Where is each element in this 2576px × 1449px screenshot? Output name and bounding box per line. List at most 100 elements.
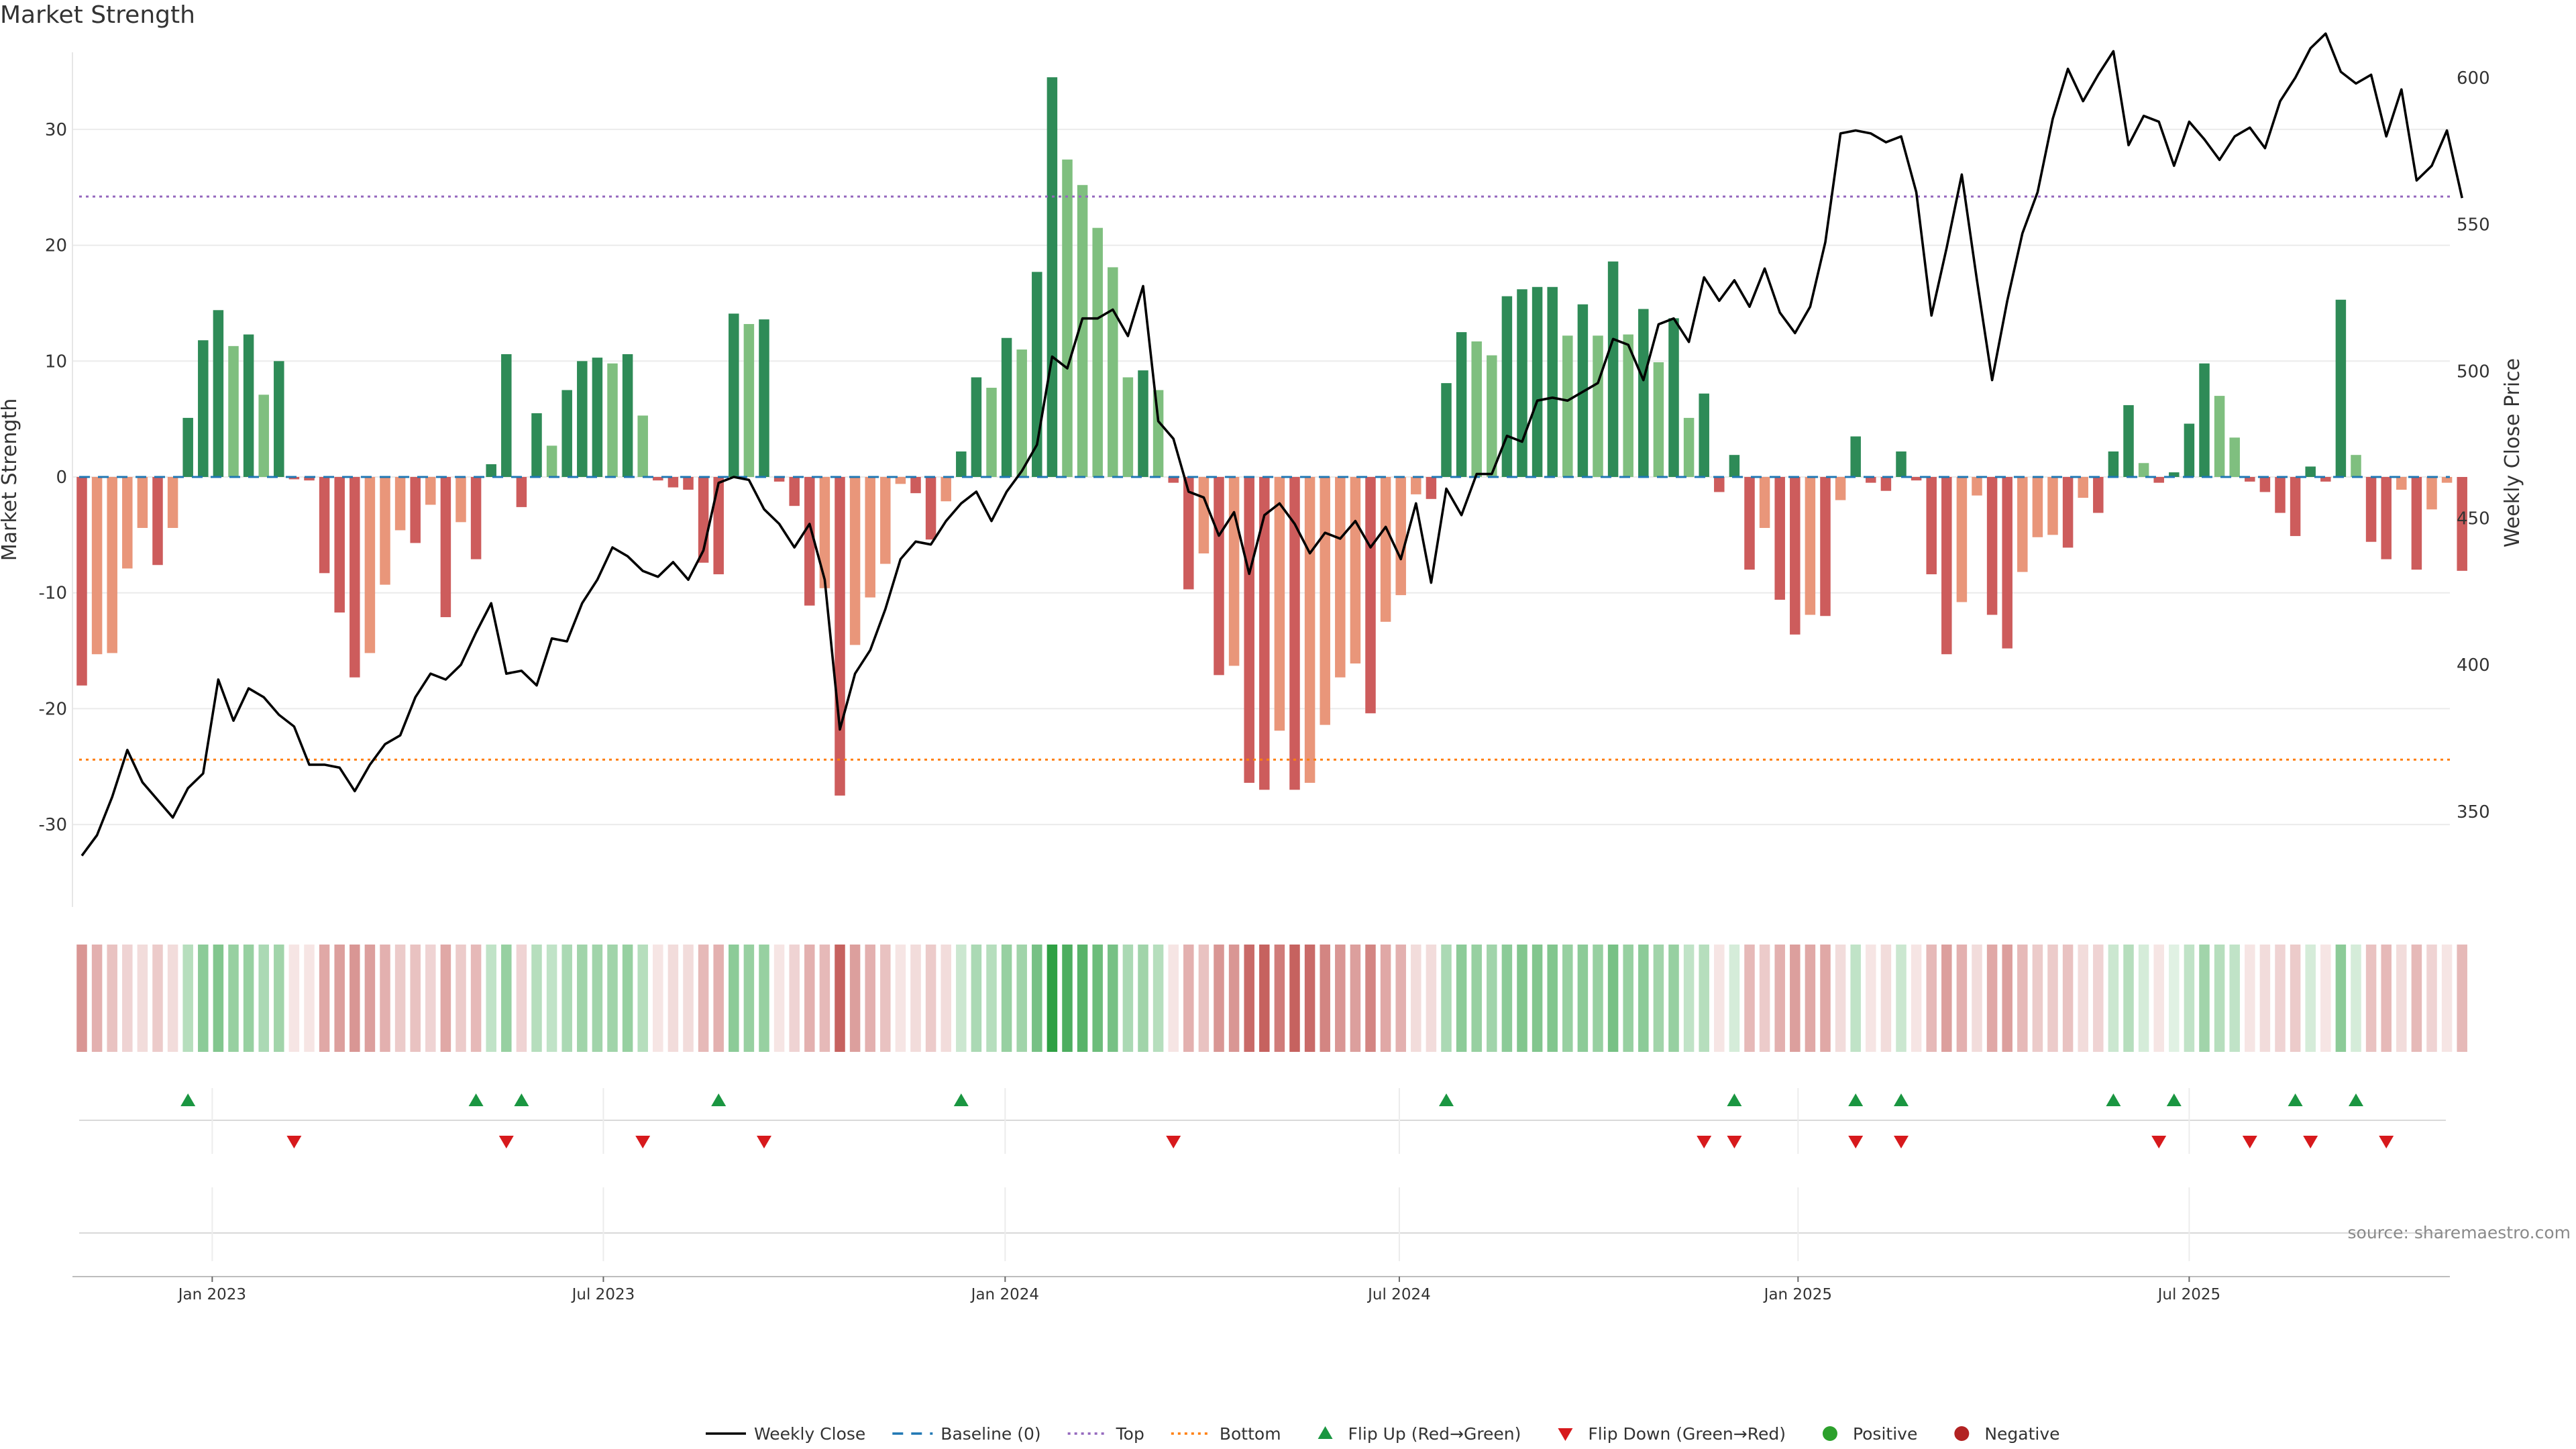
strip-cell [1032, 945, 1042, 1052]
strength-bar [1244, 477, 1254, 783]
strip-cell [2093, 945, 2104, 1052]
strip-cell [849, 945, 861, 1052]
strip-cell [729, 945, 739, 1052]
flip-up-marker [2106, 1093, 2121, 1106]
strip-cell [380, 945, 390, 1052]
flip-down-marker [2151, 1136, 2167, 1148]
right-tick-label: 450 [2457, 508, 2490, 529]
flip-up-marker [1848, 1093, 1864, 1106]
strip-cell [1986, 945, 1998, 1052]
strength-bar [971, 377, 982, 477]
strip-cell [394, 945, 406, 1052]
flip-up-marker [2288, 1093, 2303, 1106]
strength-bar [622, 354, 633, 477]
strip-cell [622, 945, 633, 1052]
strength-bar [1501, 296, 1513, 477]
strength-bar [1411, 477, 1421, 494]
strength-bar [1471, 341, 1482, 477]
strip-cell [2320, 945, 2331, 1052]
strength-bar [865, 477, 875, 598]
strip-cell [1547, 945, 1558, 1052]
strength-bar [1805, 477, 1816, 615]
strip-cell [1532, 945, 1543, 1052]
strip-cell [2426, 945, 2437, 1052]
strip-cell [1380, 945, 1391, 1052]
legend: Weekly Close Baseline (0) Top Bottom Flip Up… [706, 1424, 2060, 1444]
strip-cell [1487, 945, 1497, 1052]
strip-cell [607, 945, 618, 1052]
flip-down-marker [2242, 1136, 2257, 1148]
strength-bar [2093, 477, 2104, 513]
strip-cell [577, 945, 588, 1052]
strength-bar [577, 361, 588, 477]
strength-bar [1517, 289, 1527, 477]
strip-cell [2259, 945, 2271, 1052]
strip-cell [773, 945, 785, 1052]
strength-bar [2320, 477, 2331, 482]
strip-cell [1274, 945, 1285, 1052]
left-tick-label: 0 [56, 468, 67, 488]
strip-cell [865, 945, 875, 1052]
strip-cell [501, 945, 512, 1052]
strength-bar [1820, 477, 1831, 616]
strength-bar [1214, 477, 1224, 676]
strip-cell [667, 945, 679, 1052]
strip-cell [743, 945, 755, 1052]
strength-bar [1866, 477, 1876, 483]
strip-cell [804, 945, 815, 1052]
flip-up-marker [2166, 1093, 2182, 1106]
strip-cell [713, 945, 724, 1052]
strength-bar [607, 363, 618, 477]
strip-cell [1577, 945, 1589, 1052]
strip-cell [1244, 945, 1254, 1052]
strip-cell [1790, 945, 1801, 1052]
strip-cell [2138, 945, 2149, 1052]
strength-bar [1729, 455, 1740, 477]
strip-cell [971, 945, 982, 1052]
right-tick-label: 350 [2457, 802, 2490, 822]
right-tick-label: 600 [2457, 68, 2490, 89]
strength-bar [1259, 477, 1270, 790]
strip-cell [2184, 945, 2195, 1052]
strength-bar [1152, 390, 1164, 477]
strength-bar [243, 334, 254, 477]
strength-bar [410, 477, 421, 543]
date-tick-label: Jul 2024 [1366, 1286, 1431, 1303]
strip-cell [531, 945, 542, 1052]
strength-bar [789, 477, 800, 506]
strength-bar [1850, 436, 1861, 477]
strip-cell [1183, 945, 1194, 1052]
strength-bar [956, 451, 967, 477]
strength-bar [1759, 477, 1770, 528]
strip-cell [1668, 945, 1679, 1052]
strip-cell [1972, 945, 1982, 1052]
strength-bar [2017, 477, 2028, 572]
strength-bar [729, 313, 739, 477]
left-tick-label: 30 [45, 120, 67, 140]
legend-label: Negative [1984, 1424, 2059, 1444]
strength-bar [1972, 477, 1982, 496]
strip-cell [2123, 945, 2134, 1052]
right-tick-label: 400 [2457, 655, 2490, 676]
strip-cell [941, 945, 951, 1052]
strength-bar [1941, 477, 1952, 655]
strength-bar [334, 477, 345, 613]
strip-cell [2062, 945, 2074, 1052]
strength-bar [455, 477, 466, 523]
strength-bar [2214, 396, 2225, 477]
strip-cell [1350, 945, 1361, 1052]
strip-cell [1911, 945, 1922, 1052]
strength-bar [213, 310, 224, 477]
strip-cell [759, 945, 769, 1052]
strength-bar [1092, 227, 1103, 477]
strength-bar [2032, 477, 2043, 537]
legend-label: Flip Down (Green→Red) [1588, 1424, 1786, 1444]
flip-down-marker [1848, 1136, 1864, 1148]
strip-cell [1259, 945, 1270, 1052]
strip-cell [2214, 945, 2225, 1052]
strip-cell [304, 945, 315, 1052]
strength-bar [258, 394, 269, 477]
strip-cell [243, 945, 254, 1052]
weekly-close-line [80, 32, 2463, 857]
strip-cell [213, 945, 224, 1052]
